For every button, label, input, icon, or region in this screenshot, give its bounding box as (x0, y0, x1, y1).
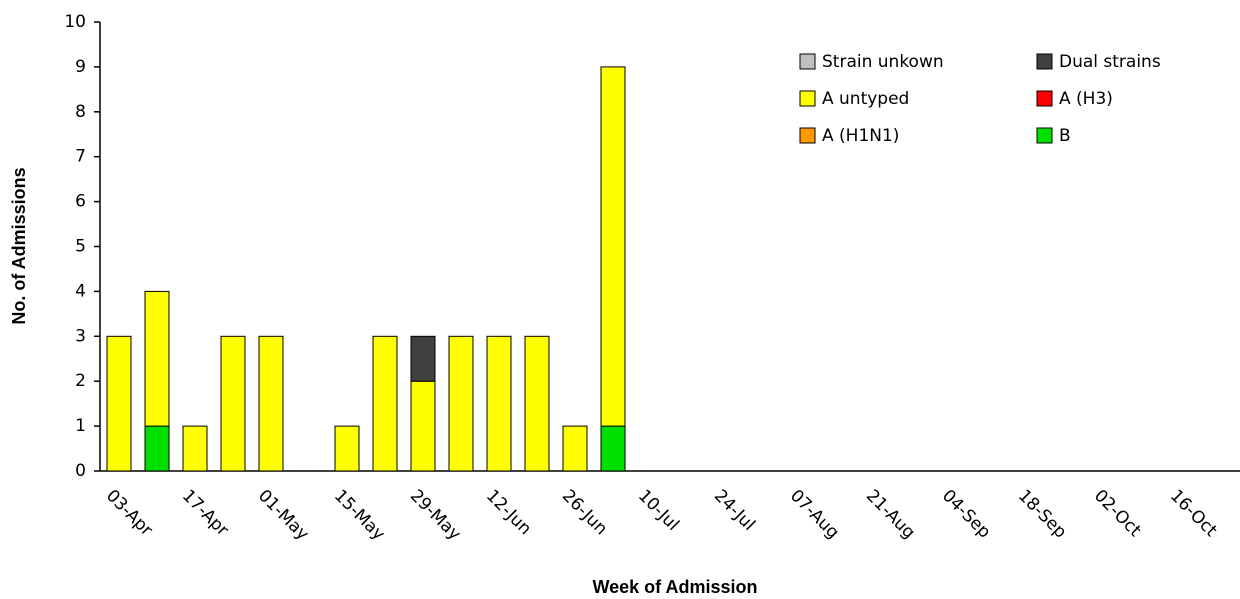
legend-swatch (1036, 53, 1053, 70)
legend-label: A (H3) (1059, 89, 1113, 109)
x-tick-label: 26-Jun (558, 486, 611, 539)
x-tick-label: 18-Sep (1014, 486, 1070, 542)
legend-swatch (799, 53, 816, 70)
y-axis-title: No. of Admissions (9, 167, 29, 324)
legend-swatch (1036, 127, 1053, 144)
x-tick-label: 16-Oct (1166, 486, 1221, 541)
x-tick-label: 10-Jul (634, 486, 683, 535)
bar-segment (410, 335, 436, 382)
x-tick-label: 21-Aug (862, 486, 919, 543)
y-tick-label: 9 (75, 57, 86, 77)
legend-label: A untyped (822, 89, 909, 109)
legend-label: A (H1N1) (822, 126, 899, 146)
x-tick-label: 12-Jun (482, 486, 535, 539)
y-tick-label: 7 (75, 147, 86, 167)
bar-segment (410, 380, 436, 472)
bar-segment (144, 425, 170, 472)
bar-segment (220, 335, 246, 472)
legend-label: Dual strains (1059, 52, 1161, 72)
legend-label: Strain unkown (822, 52, 944, 72)
x-tick-label: 03-Apr (102, 486, 156, 540)
bar-segment (258, 335, 284, 472)
bar-segment (524, 335, 550, 472)
bar-segment (182, 425, 208, 472)
y-tick-label: 4 (75, 281, 86, 301)
y-tick-label: 10 (64, 12, 86, 32)
y-tick-label: 3 (75, 326, 86, 346)
bar-segment (144, 290, 170, 427)
x-tick-label: 07-Aug (786, 486, 843, 543)
legend-swatch (799, 127, 816, 144)
x-tick-label: 02-Oct (1090, 486, 1145, 541)
bar-segment (334, 425, 360, 472)
x-tick-label: 24-Jul (710, 486, 759, 535)
y-tick-label: 2 (75, 371, 86, 391)
bar-segment (372, 335, 398, 472)
x-axis-title: Week of Admission (592, 577, 757, 597)
bar-segment (600, 66, 626, 427)
legend-label: B (1059, 126, 1071, 146)
bar-segment (600, 425, 626, 472)
y-tick-label: 6 (75, 192, 86, 212)
legend-swatch (1036, 90, 1053, 107)
x-tick-label: 04-Sep (938, 486, 994, 542)
x-tick-label: 17-Apr (178, 486, 232, 540)
y-tick-label: 8 (75, 102, 86, 122)
bar-segment (106, 335, 132, 472)
bar-segment (486, 335, 512, 472)
y-tick-label: 0 (75, 461, 86, 481)
x-tick-label: 15-May (330, 486, 389, 545)
x-tick-label: 01-May (254, 486, 313, 545)
legend-swatch (799, 90, 816, 107)
x-tick-label: 29-May (406, 486, 465, 545)
y-tick-label: 5 (75, 237, 86, 257)
bar-segment (562, 425, 588, 472)
bar-segment (448, 335, 474, 472)
y-tick-label: 1 (75, 416, 86, 436)
